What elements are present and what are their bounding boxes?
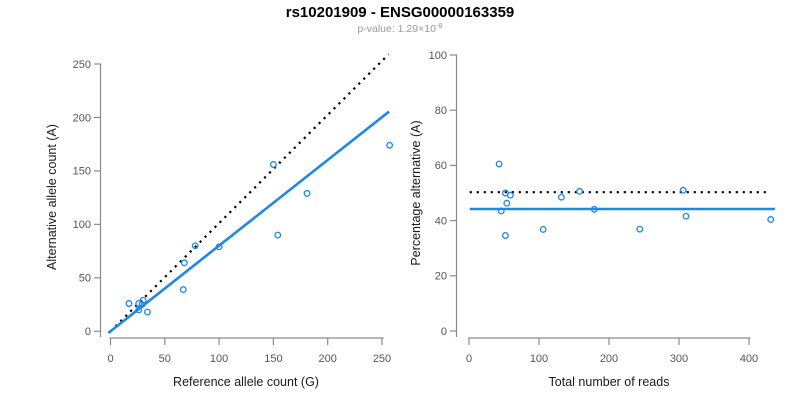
y-tick-label: 80 bbox=[435, 105, 447, 117]
data-point bbox=[139, 296, 147, 304]
y-axis-title: Percentage alternative (A) bbox=[409, 120, 423, 265]
x-tick-label: 100 bbox=[210, 353, 228, 365]
x-tick-label: 200 bbox=[319, 353, 337, 365]
data-point bbox=[636, 225, 644, 233]
data-point bbox=[503, 199, 511, 207]
x-tick-label: 0 bbox=[466, 353, 472, 365]
data-point bbox=[679, 186, 687, 194]
data-point bbox=[495, 160, 503, 168]
data-point bbox=[179, 286, 187, 294]
x-axis-title: Reference allele count (G) bbox=[173, 375, 319, 389]
data-point bbox=[539, 225, 547, 233]
data-point bbox=[135, 300, 143, 307]
data-point bbox=[576, 187, 584, 195]
pvalue-label: p-value: bbox=[357, 23, 398, 35]
x-axis-title: Total number of reads bbox=[549, 375, 670, 389]
x-tick-label: 150 bbox=[264, 353, 282, 365]
x-tick-label: 300 bbox=[670, 353, 688, 365]
data-point bbox=[557, 193, 565, 201]
x-tick-label: 50 bbox=[159, 353, 171, 365]
y-tick-label: 200 bbox=[73, 112, 91, 124]
pvalue-exponent: -8 bbox=[435, 21, 443, 30]
x-tick-label: 250 bbox=[373, 353, 391, 365]
data-point bbox=[125, 300, 133, 307]
data-point bbox=[269, 161, 277, 168]
data-point bbox=[135, 306, 143, 314]
y-tick-label: 100 bbox=[429, 50, 447, 62]
y-tick-label: 250 bbox=[73, 59, 91, 71]
y-tick-label: 60 bbox=[435, 160, 447, 172]
x-tick-label: 200 bbox=[600, 353, 618, 365]
y-tick-label: 150 bbox=[73, 166, 91, 178]
y-axis-title: Alternative allele count (A) bbox=[45, 124, 59, 270]
data-point bbox=[497, 207, 505, 215]
y-tick-label: 100 bbox=[73, 219, 91, 231]
regression-line bbox=[107, 110, 390, 335]
figure-subtitle: p-value: 1.29×10-8 bbox=[0, 21, 800, 35]
data-point bbox=[191, 242, 199, 250]
y-tick-label: 40 bbox=[435, 215, 447, 227]
identity-line bbox=[109, 53, 390, 333]
y-tick-label: 20 bbox=[435, 271, 447, 283]
data-point bbox=[143, 308, 151, 316]
x-tick-label: 0 bbox=[107, 353, 113, 365]
y-tick-label: 0 bbox=[85, 326, 91, 338]
data-point bbox=[215, 243, 223, 251]
x-tick-label: 100 bbox=[530, 353, 548, 365]
figure-title: rs10201909 - ENSG00000163359 bbox=[285, 4, 515, 21]
data-point bbox=[303, 189, 311, 197]
data-point bbox=[590, 205, 598, 213]
x-tick-label: 400 bbox=[740, 353, 758, 365]
data-point bbox=[180, 259, 188, 267]
data-point bbox=[767, 216, 775, 223]
data-point bbox=[682, 212, 690, 220]
data-point bbox=[274, 231, 282, 239]
pvalue-base: 1.29×10 bbox=[397, 23, 436, 35]
data-point bbox=[386, 141, 394, 149]
data-point bbox=[506, 191, 514, 199]
y-tick-label: 50 bbox=[79, 273, 91, 285]
data-point bbox=[501, 232, 509, 239]
data-point bbox=[138, 301, 146, 309]
y-tick-label: 0 bbox=[441, 326, 447, 338]
